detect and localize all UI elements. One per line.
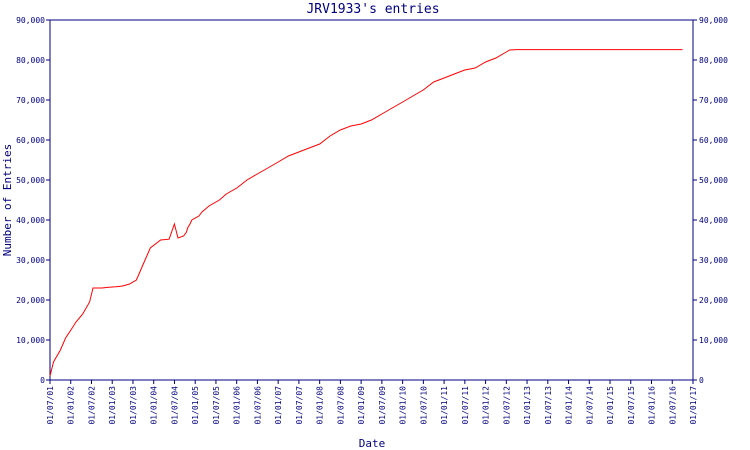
y-tick-label-right: 50,000 bbox=[699, 176, 728, 185]
right-y-ticks: 0 10,000 20,000 30,000 40,000 50,000 60,000 70,… bbox=[693, 16, 728, 385]
x-tick-label: 01/07/05 bbox=[212, 386, 221, 425]
x-ticks: 01/07/01 01/01/02 01/07/02 01/01/03 01/07/03… bbox=[46, 380, 698, 425]
x-tick-label: 01/07/09 bbox=[378, 386, 387, 425]
y-tick-label-left: 60,000 bbox=[16, 136, 45, 145]
x-tick-label: 01/07/16 bbox=[668, 386, 677, 425]
y-tick-label-right: 20,000 bbox=[699, 296, 728, 305]
x-tick-label: 01/01/16 bbox=[648, 386, 657, 425]
x-tick-label: 01/07/06 bbox=[253, 386, 262, 425]
x-tick-label: 01/07/13 bbox=[544, 386, 553, 425]
x-tick-label: 01/07/02 bbox=[87, 386, 96, 425]
y-tick-label-right: 70,000 bbox=[699, 96, 728, 105]
x-tick-label: 01/07/04 bbox=[170, 386, 179, 425]
y-tick-label-right: 80,000 bbox=[699, 56, 728, 65]
x-tick-label: 01/01/03 bbox=[108, 386, 117, 425]
y-tick-label-left: 50,000 bbox=[16, 176, 45, 185]
chart-title: JRV1933's entries bbox=[306, 2, 439, 17]
y-tick-label-right: 60,000 bbox=[699, 136, 728, 145]
x-tick-label: 01/01/12 bbox=[482, 386, 491, 425]
x-tick-label: 01/01/09 bbox=[357, 386, 366, 425]
y-tick-label-right: 0 bbox=[699, 376, 704, 385]
x-tick-label: 01/01/07 bbox=[274, 386, 283, 425]
x-tick-label: 01/07/08 bbox=[336, 386, 345, 425]
x-tick-label: 01/07/01 bbox=[46, 386, 55, 425]
left-y-ticks: 0 10,000 20,000 30,000 40,000 50,000 60,000 70,… bbox=[16, 16, 50, 385]
x-tick-label: 01/01/17 bbox=[689, 386, 698, 425]
x-tick-label: 01/01/10 bbox=[399, 386, 408, 425]
x-tick-label: 01/01/14 bbox=[565, 386, 574, 425]
y-tick-label-right: 40,000 bbox=[699, 216, 728, 225]
x-tick-label: 01/01/08 bbox=[316, 386, 325, 425]
series-line bbox=[49, 49, 683, 377]
y-tick-label-left: 0 bbox=[40, 376, 45, 385]
y-tick-label-right: 10,000 bbox=[699, 336, 728, 345]
y-tick-label-left: 10,000 bbox=[16, 336, 45, 345]
x-tick-label: 01/01/04 bbox=[150, 386, 159, 425]
x-tick-label: 01/01/05 bbox=[191, 386, 200, 425]
x-tick-label: 01/07/12 bbox=[502, 386, 511, 425]
x-tick-label: 01/01/15 bbox=[606, 386, 615, 425]
x-tick-label: 01/07/15 bbox=[627, 386, 636, 425]
y-tick-label-left: 90,000 bbox=[16, 16, 45, 25]
y-tick-label-left: 70,000 bbox=[16, 96, 45, 105]
x-tick-label: 01/07/14 bbox=[585, 386, 594, 425]
x-tick-label: 01/07/07 bbox=[295, 386, 304, 425]
y-tick-label-right: 30,000 bbox=[699, 256, 728, 265]
x-tick-label: 01/07/03 bbox=[129, 386, 138, 425]
x-axis-title: Date bbox=[359, 437, 386, 450]
y-tick-label-left: 80,000 bbox=[16, 56, 45, 65]
x-tick-label: 01/01/06 bbox=[233, 386, 242, 425]
y-tick-label-right: 90,000 bbox=[699, 16, 728, 25]
x-tick-label: 01/07/11 bbox=[461, 386, 470, 425]
x-tick-label: 01/01/11 bbox=[440, 386, 449, 425]
y-axis-title: Number of Entries bbox=[1, 144, 14, 257]
x-tick-label: 01/07/10 bbox=[419, 386, 428, 425]
y-tick-label-left: 20,000 bbox=[16, 296, 45, 305]
x-tick-label: 01/01/02 bbox=[67, 386, 76, 425]
y-tick-label-left: 30,000 bbox=[16, 256, 45, 265]
y-tick-label-left: 40,000 bbox=[16, 216, 45, 225]
x-tick-label: 01/01/13 bbox=[523, 386, 532, 425]
